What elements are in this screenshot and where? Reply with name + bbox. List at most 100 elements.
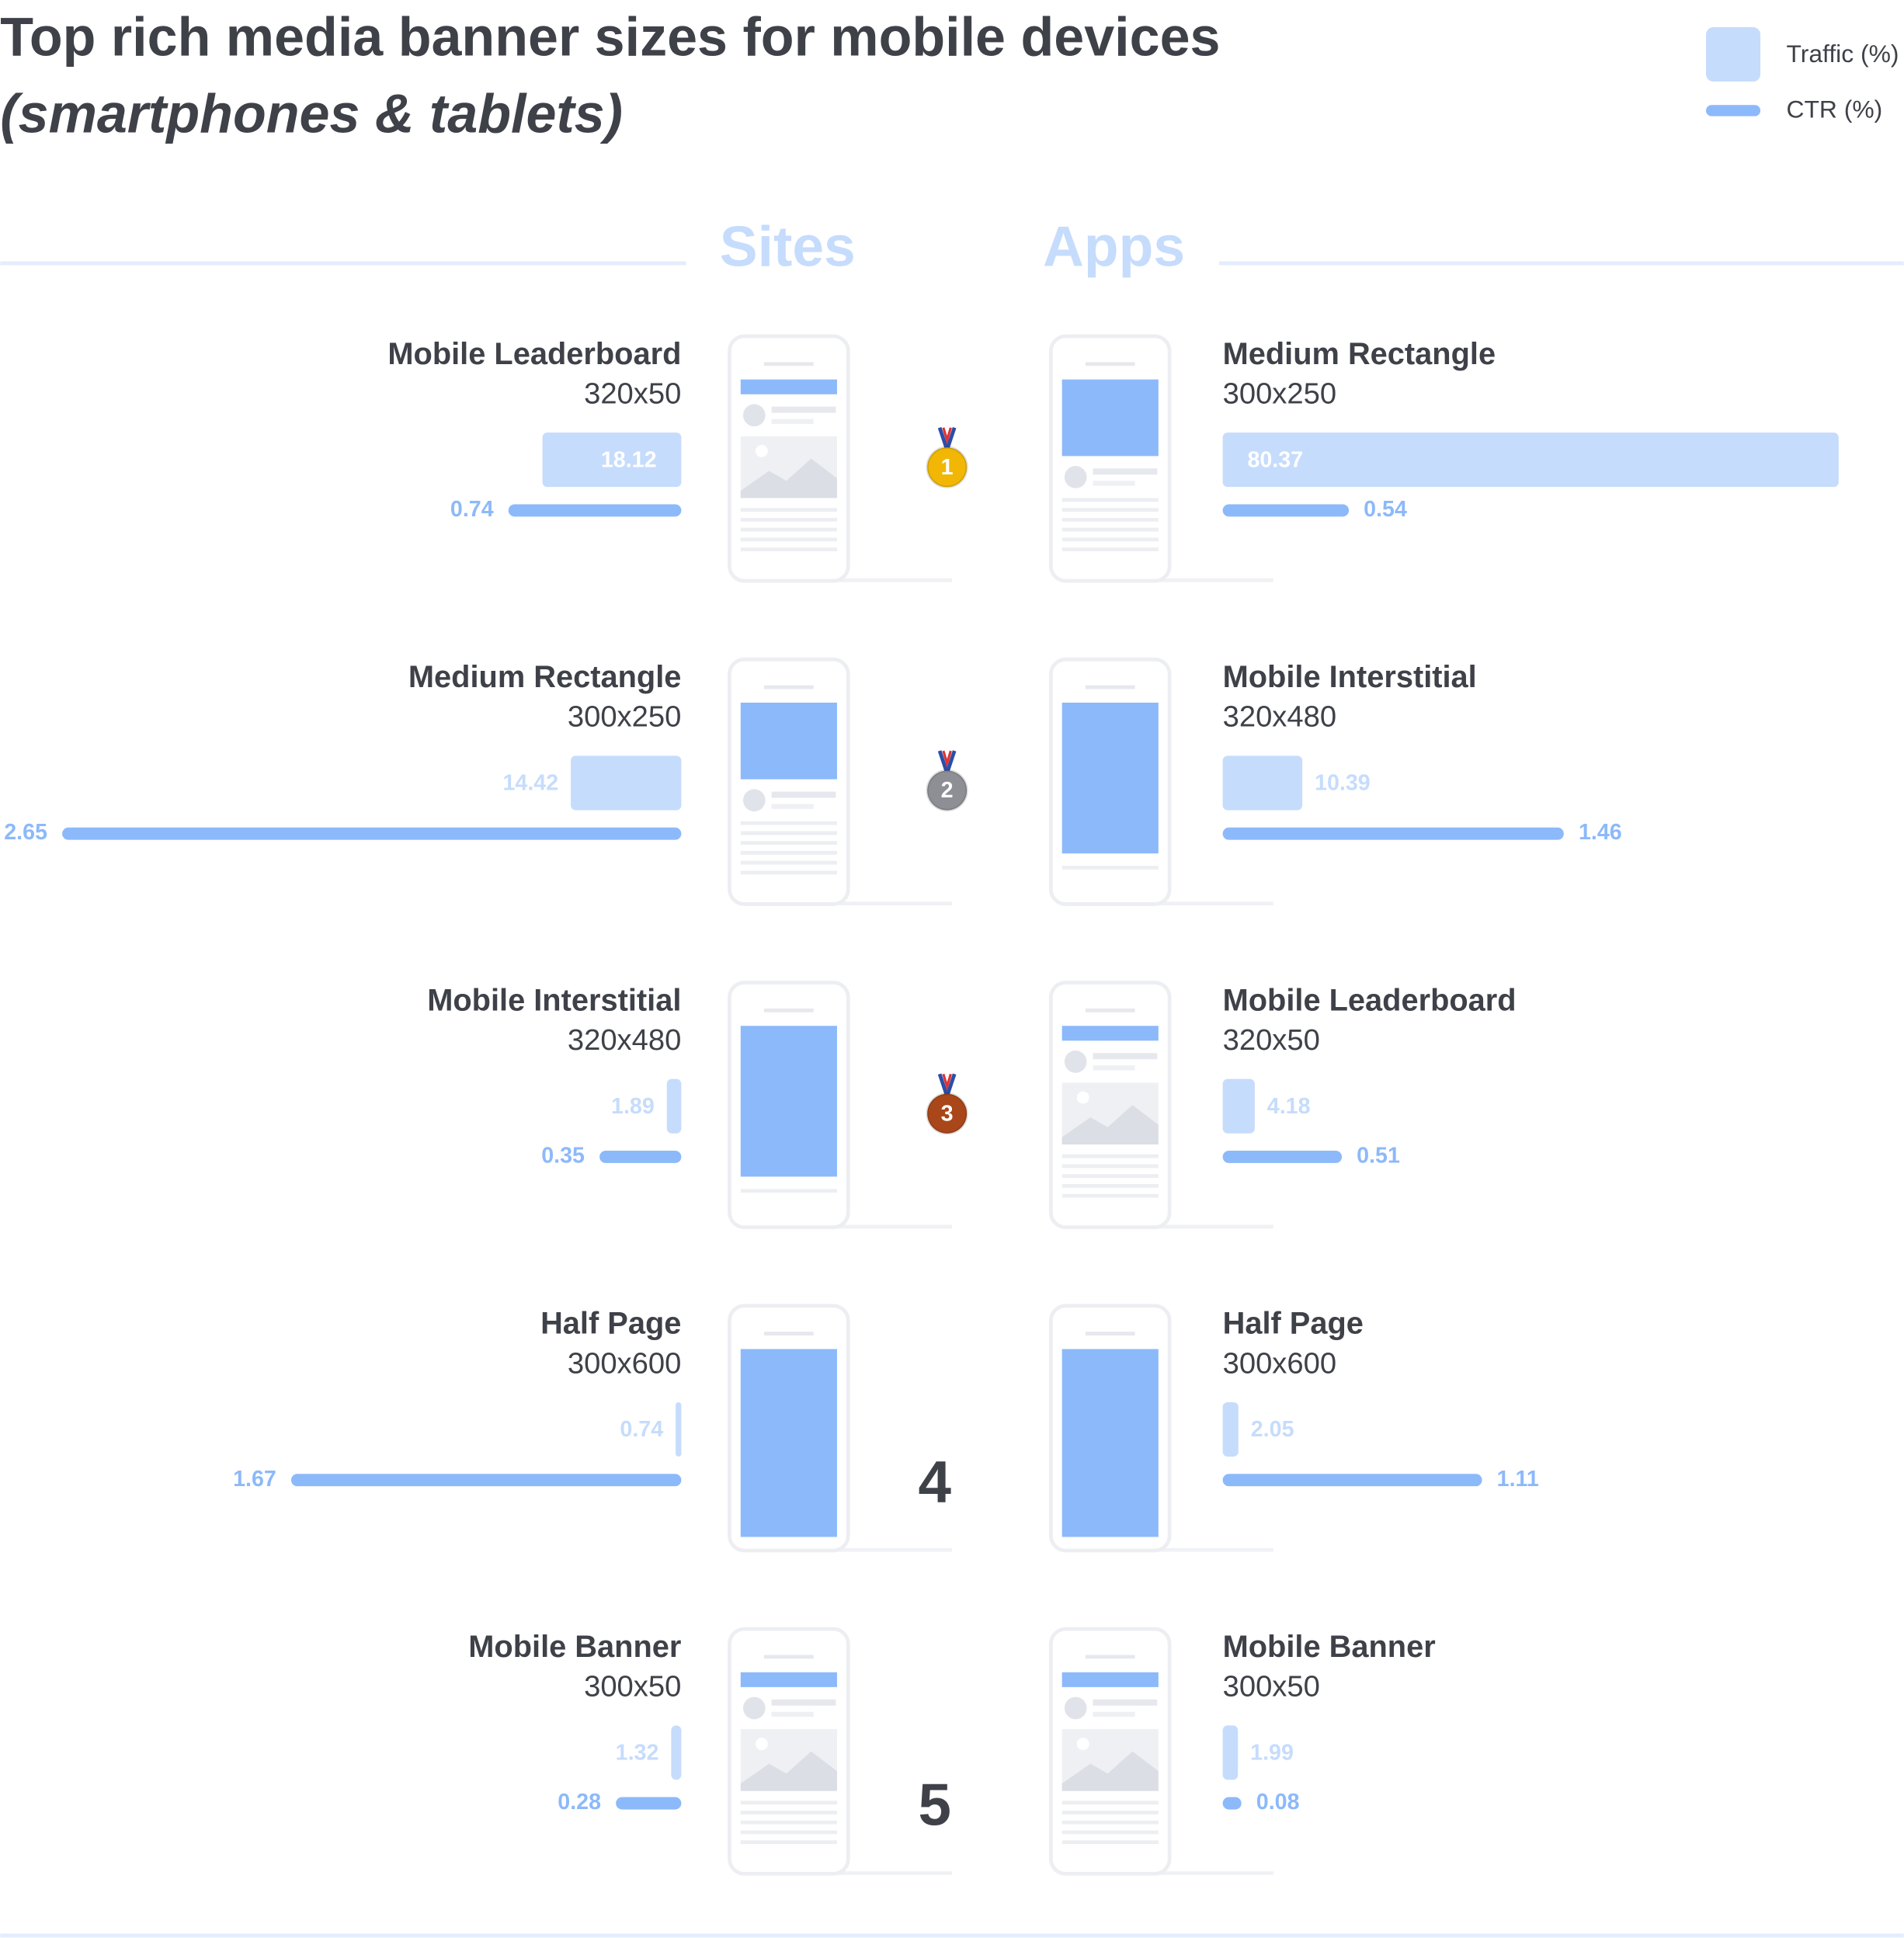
phone-body bbox=[1048, 334, 1172, 583]
text-line bbox=[1061, 1820, 1159, 1825]
ctr-value: 1.11 bbox=[1497, 1467, 1539, 1492]
image-mountain bbox=[1061, 1105, 1159, 1145]
phone-shadow bbox=[803, 1871, 952, 1875]
ctr-bar bbox=[1222, 504, 1350, 517]
phone-body bbox=[728, 657, 850, 906]
text-line bbox=[740, 508, 837, 512]
medal-ribbon bbox=[942, 750, 952, 768]
title-block: Top rich media banner sizes for mobile d… bbox=[0, 0, 1261, 153]
text-line bbox=[740, 1189, 837, 1193]
ctr-bar bbox=[62, 827, 682, 840]
traffic-bar bbox=[671, 1725, 682, 1780]
traffic-bar bbox=[571, 755, 682, 811]
size-label: 300x250 bbox=[1223, 377, 1337, 410]
ctr-bar bbox=[616, 1797, 682, 1810]
phone-shadow bbox=[1124, 1871, 1273, 1875]
ctr-bar bbox=[1222, 1474, 1482, 1487]
phone-shadow bbox=[1124, 578, 1273, 582]
ctr-value: 1.67 bbox=[233, 1467, 276, 1492]
medal bbox=[926, 446, 968, 488]
category-label: Mobile Leaderboard bbox=[387, 337, 681, 371]
text-line bbox=[1061, 1174, 1159, 1179]
category-label: Half Page bbox=[1223, 1307, 1364, 1341]
phone-notch bbox=[1085, 685, 1135, 689]
legend-swatch bbox=[1706, 105, 1761, 116]
text-line bbox=[771, 791, 836, 798]
text-line bbox=[1093, 1711, 1135, 1717]
traffic-value: 1.89 bbox=[611, 1094, 655, 1119]
category-label: Mobile Leaderboard bbox=[1223, 983, 1517, 1017]
size-label: 300x600 bbox=[568, 1346, 682, 1380]
phone-notch bbox=[764, 1008, 814, 1012]
image-sun bbox=[1076, 1738, 1089, 1751]
avatar bbox=[1064, 1051, 1087, 1073]
medal bbox=[926, 1092, 968, 1135]
ad-banner bbox=[740, 1349, 837, 1537]
size-label: 320x480 bbox=[1223, 700, 1337, 734]
text-line bbox=[1093, 1065, 1135, 1071]
traffic-value: 4.18 bbox=[1267, 1094, 1311, 1119]
subtitle: (smartphones & tablets) bbox=[0, 84, 623, 145]
text-line bbox=[740, 831, 837, 835]
traffic-value: 10.39 bbox=[1315, 771, 1371, 796]
phone-icon bbox=[1048, 657, 1273, 906]
rank-label: 5 bbox=[918, 1773, 951, 1839]
avatar bbox=[1064, 1697, 1087, 1720]
phone-shadow bbox=[803, 1224, 952, 1229]
phone-icon bbox=[1048, 981, 1273, 1230]
size-label: 300x50 bbox=[584, 1670, 681, 1704]
text-line bbox=[740, 841, 837, 846]
ctr-bar bbox=[599, 1151, 682, 1163]
text-line bbox=[1061, 527, 1159, 532]
ad-banner bbox=[1061, 1672, 1159, 1687]
text-line bbox=[771, 1699, 836, 1706]
traffic-value: 18.12 bbox=[601, 447, 657, 472]
phone-shadow bbox=[803, 901, 952, 906]
text-line bbox=[1061, 537, 1159, 542]
rank-label: 3 bbox=[941, 1101, 954, 1126]
phone-notch bbox=[1085, 1332, 1135, 1335]
text-line bbox=[1061, 1830, 1159, 1835]
title-box: Top rich media banner sizes for mobile d… bbox=[0, 0, 1261, 153]
rank-label: 1 bbox=[941, 455, 954, 480]
text-line bbox=[1061, 1811, 1159, 1815]
phone-shadow bbox=[1124, 901, 1273, 906]
avatar bbox=[742, 1697, 766, 1720]
traffic-value: 14.42 bbox=[502, 771, 558, 796]
phone-icon bbox=[728, 1304, 952, 1553]
text-line bbox=[1093, 1699, 1158, 1706]
traffic-value: 2.05 bbox=[1251, 1417, 1294, 1442]
ad-banner bbox=[1061, 1349, 1159, 1537]
avatar bbox=[742, 404, 766, 427]
text-line bbox=[1061, 498, 1159, 502]
phone-shadow bbox=[1124, 1547, 1273, 1552]
traffic-bar bbox=[1222, 1078, 1255, 1134]
text-line bbox=[1061, 1183, 1159, 1188]
text-line bbox=[740, 547, 837, 551]
text-line bbox=[740, 1840, 837, 1845]
ctr-bar bbox=[508, 504, 682, 517]
rank-label: 2 bbox=[941, 778, 954, 803]
traffic-bar bbox=[542, 432, 682, 488]
avatar bbox=[1064, 466, 1087, 488]
text-line bbox=[740, 527, 837, 532]
text-line bbox=[771, 406, 836, 413]
category-label: Half Page bbox=[540, 1307, 681, 1341]
ctr-value: 0.08 bbox=[1256, 1790, 1300, 1815]
ad-banner bbox=[1061, 1026, 1159, 1041]
image-sun bbox=[755, 445, 768, 457]
traffic-value: 0.74 bbox=[620, 1417, 663, 1442]
traffic-bar bbox=[666, 1078, 682, 1134]
legend-label: CTR (%) bbox=[1786, 96, 1882, 123]
medal-ribbon bbox=[942, 427, 952, 445]
text-line bbox=[1061, 866, 1159, 870]
ctr-value: 2.65 bbox=[4, 820, 47, 845]
ctr-value: 0.35 bbox=[541, 1144, 585, 1169]
phone-notch bbox=[1085, 362, 1135, 366]
text-line bbox=[771, 1711, 814, 1717]
ctr-value: 0.51 bbox=[1357, 1144, 1400, 1169]
ad-banner bbox=[740, 1026, 837, 1177]
text-line bbox=[740, 850, 837, 855]
image-mountain bbox=[1061, 1751, 1159, 1791]
text-line bbox=[740, 517, 837, 522]
